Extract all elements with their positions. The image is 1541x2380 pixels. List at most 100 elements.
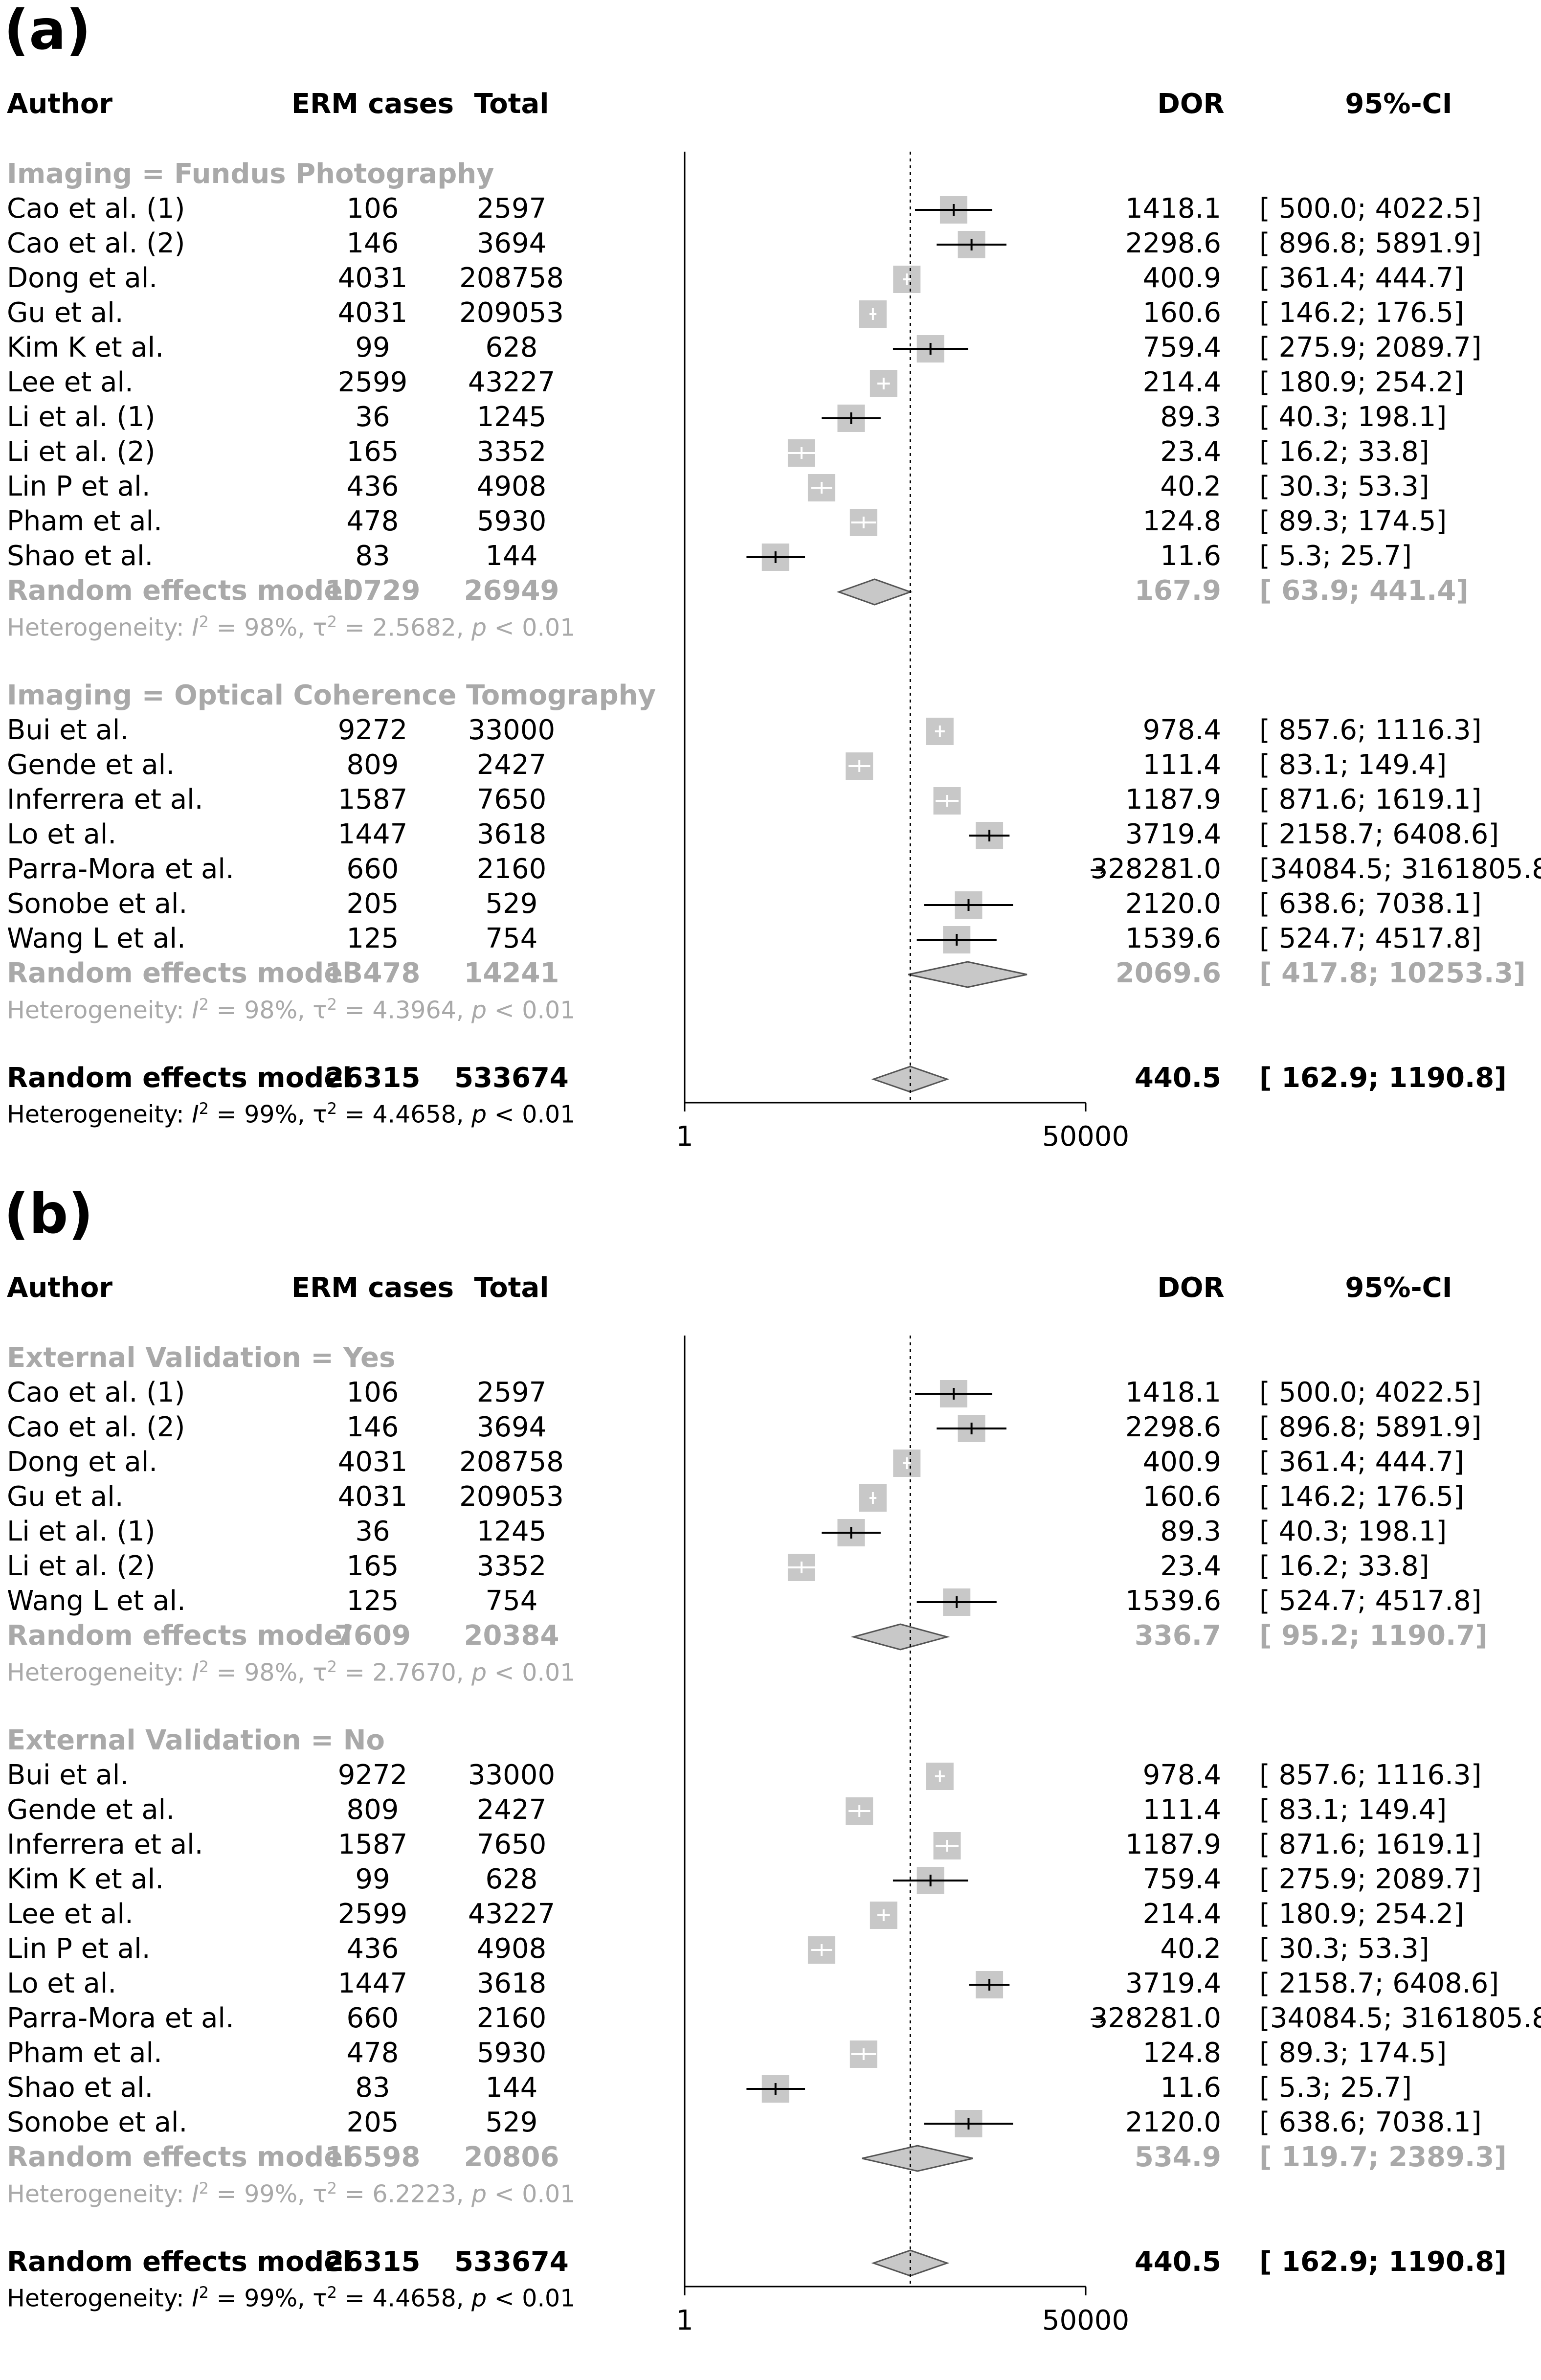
study-author: Li et al. (2) [7,1550,156,1582]
study-dor: 400.9 [1142,262,1221,294]
subgroup-summary-diamond [836,578,913,606]
subgroup-title: Imaging = Fundus Photography [7,158,494,190]
study-ci: [ 16.2; 33.8] [1259,1550,1429,1582]
study-total: 754 [485,923,538,954]
subgroup-model-cases: 7609 [335,1620,411,1652]
subgroup-model-total: 20384 [464,1620,559,1652]
study-author: Lee et al. [7,1898,134,1930]
subgroup-heterogeneity: Heterogeneity: I2 = 98%, τ2 = 2.7670, p … [7,1657,576,1687]
study-author: Li et al. (1) [7,401,156,433]
study-erm-cases: 106 [346,193,399,225]
study-total: 33000 [468,1759,556,1791]
study-ci: [ 524.7; 4517.8] [1259,1585,1482,1617]
study-ci: [ 180.9; 254.2] [1259,1898,1464,1930]
study-dor: 89.3 [1160,1516,1221,1547]
subgroup-model-cases: 10729 [325,575,421,607]
study-erm-cases: 478 [346,505,399,537]
study-ci: [34084.5; 3161805.8] [1259,853,1541,885]
forest-plot-svg: → [684,1336,1106,2295]
forest-plot-svg: → [684,152,1106,1111]
study-dor: 978.4 [1142,1759,1221,1791]
study-author: Wang L et al. [7,923,186,954]
study-dor: 214.4 [1142,1898,1221,1930]
subgroup-title: Imaging = Optical Coherence Tomography [7,680,656,711]
study-total: 33000 [468,714,556,746]
study-erm-cases: 4031 [337,1481,408,1513]
study-erm-cases: 36 [355,401,390,433]
study-total: 43227 [468,1898,556,1930]
study-total: 754 [485,1585,538,1617]
study-erm-cases: 809 [346,1794,399,1826]
study-author: Inferrera et al. [7,1829,203,1860]
study-ci: [ 40.3; 198.1] [1259,401,1447,433]
study-erm-cases: 165 [346,1550,399,1582]
study-author: Cao et al. (2) [7,1411,185,1443]
overall-model-total: 533674 [454,2246,569,2278]
x-axis-tick-label: 1 [676,1121,693,1153]
study-dor: 23.4 [1160,436,1221,468]
off-scale-arrow-icon: → [1090,859,1106,881]
study-ci: [ 89.3; 174.5] [1259,505,1447,537]
study-dor: 89.3 [1160,401,1221,433]
study-erm-cases: 4031 [337,297,408,329]
study-erm-cases: 83 [355,2072,390,2104]
study-author: Gende et al. [7,1794,175,1826]
subgroup-model-cases: 16598 [325,2141,421,2173]
study-erm-cases: 83 [355,540,390,572]
study-erm-cases: 660 [346,853,399,885]
study-dor: 124.8 [1142,505,1221,537]
study-ci: [ 16.2; 33.8] [1259,436,1429,468]
study-erm-cases: 4031 [337,1446,408,1478]
study-dor: 1539.6 [1125,1585,1221,1617]
study-total: 628 [485,1863,538,1895]
study-total: 2160 [476,2002,547,2034]
study-ci: [ 146.2; 176.5] [1259,297,1464,329]
study-dor: 3719.4 [1125,818,1221,850]
study-erm-cases: 205 [346,888,399,920]
study-ci: [ 89.3; 174.5] [1259,2037,1447,2069]
off-scale-arrow-icon: → [1090,2008,1106,2030]
study-erm-cases: 36 [355,1516,390,1547]
panel-label: (b) [4,1182,93,1246]
study-dor: 2120.0 [1125,888,1221,920]
study-total: 628 [485,332,538,363]
subgroup-model-total: 20806 [464,2141,559,2173]
study-total: 1245 [476,401,547,433]
study-author: Kim K et al. [7,332,164,363]
study-total: 209053 [459,1481,564,1513]
study-ci: [ 30.3; 53.3] [1259,1933,1429,1965]
study-author: Li et al. (2) [7,436,156,468]
study-ci: [ 871.6; 1619.1] [1259,784,1482,816]
subgroup-model-dor: 336.7 [1134,1620,1221,1652]
study-erm-cases: 99 [355,332,390,363]
study-ci: [ 857.6; 1116.3] [1259,714,1482,746]
study-erm-cases: 1587 [337,784,408,816]
subgroup-model-cases: 13478 [325,957,421,989]
column-header-erm-cases: ERM cases [291,1272,454,1304]
study-author: Lee et al. [7,366,134,398]
subgroup-heterogeneity: Heterogeneity: I2 = 98%, τ2 = 2.5682, p … [7,612,576,642]
study-erm-cases: 436 [346,1933,399,1965]
study-dor: 40.2 [1160,471,1221,502]
study-author: Parra-Mora et al. [7,853,234,885]
study-erm-cases: 436 [346,471,399,502]
study-ci: [ 896.8; 5891.9] [1259,1411,1482,1443]
study-erm-cases: 4031 [337,262,408,294]
study-total: 208758 [459,1446,564,1478]
subgroup-model-total: 26949 [464,575,559,607]
x-axis-tick-label: 50000 [1042,1121,1130,1153]
study-ci: [ 146.2; 176.5] [1259,1481,1464,1513]
study-dor: 124.8 [1142,2037,1221,2069]
study-erm-cases: 9272 [337,714,408,746]
study-author: Li et al. (1) [7,1516,156,1547]
study-author: Shao et al. [7,2072,154,2104]
study-erm-cases: 165 [346,436,399,468]
study-total: 2160 [476,853,547,885]
study-erm-cases: 125 [346,1585,399,1617]
study-total: 3618 [476,818,547,850]
column-header-author: Author [7,1272,112,1304]
column-header-95ci: 95%-CI [1345,88,1452,120]
study-ci: [ 638.6; 7038.1] [1259,888,1482,920]
study-erm-cases: 1447 [337,818,408,850]
study-dor: 111.4 [1142,749,1221,781]
